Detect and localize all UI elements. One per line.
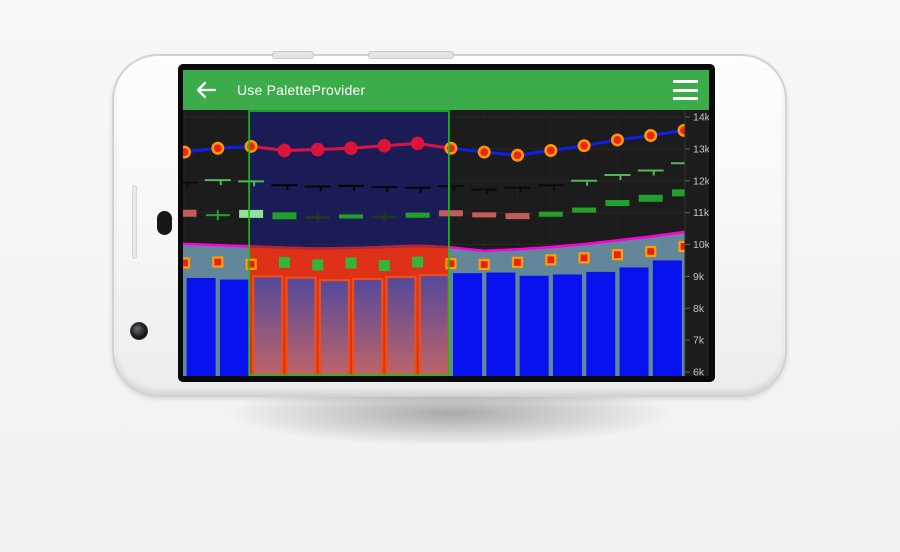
back-button[interactable] (194, 79, 218, 101)
y-axis-label: 12k (693, 175, 709, 187)
y-axis-label: 13k (693, 143, 709, 155)
y-axis-label: 10k (693, 239, 709, 251)
app-toolbar: Use PaletteProvider (183, 70, 709, 110)
back-arrow-icon (196, 81, 217, 99)
antenna-line (133, 186, 136, 258)
power-button (272, 51, 314, 59)
phone-frame: Use PaletteProvider 14k 13k 12k 11k 10k 9k 8k 7… (112, 51, 787, 397)
selection-annotation-border (248, 110, 450, 376)
scatter-series (183, 240, 690, 272)
app-display: Use PaletteProvider 14k 13k 12k 11k 10k 9k 8k 7… (183, 70, 709, 376)
phone-shadow (140, 382, 760, 472)
front-camera (130, 322, 148, 340)
y-axis: 14k 13k 12k 11k 10k 9k 8k 7k 6k (684, 110, 709, 377)
ohlc-series (183, 162, 697, 195)
chart-surface[interactable]: 14k 13k 12k 11k 10k 9k 8k 7k 6k (183, 110, 709, 376)
y-axis-label: 14k (693, 112, 709, 124)
column-series (186, 260, 682, 376)
candlestick-series (183, 189, 696, 223)
toolbar-title: Use PaletteProvider (237, 82, 366, 98)
phone-screen: Use PaletteProvider 14k 13k 12k 11k 10k 9k 8k 7… (178, 64, 715, 382)
volume-button (368, 51, 454, 59)
y-axis-label: 9k (693, 271, 705, 283)
earpiece-speaker (157, 211, 172, 235)
hamburger-menu-icon (673, 80, 698, 100)
y-axis-label: 11k (693, 207, 709, 219)
y-axis-label: 7k (693, 335, 705, 347)
menu-button[interactable] (673, 80, 698, 100)
y-axis-label: 8k (693, 303, 705, 315)
y-axis-label: 6k (693, 367, 705, 377)
